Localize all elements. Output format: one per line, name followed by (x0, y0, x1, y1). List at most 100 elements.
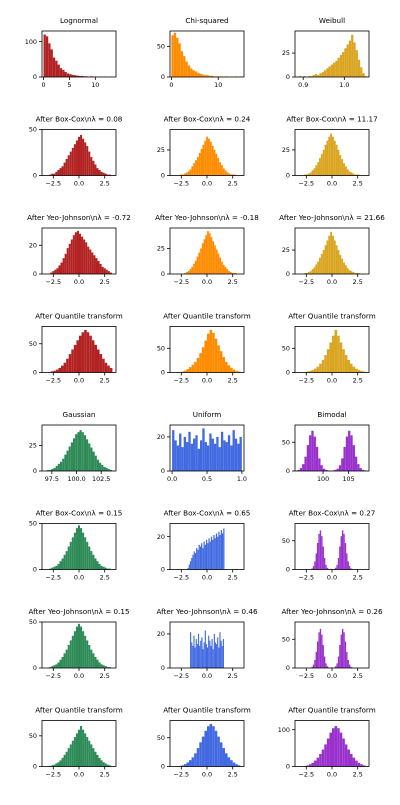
subplot-title: After Box-Cox\nλ = 11.17 (286, 115, 377, 124)
histogram-bar (88, 152, 90, 176)
histogram-bar (72, 537, 74, 569)
y-tick-label: 50 (282, 438, 290, 446)
histogram-bar (341, 536, 342, 569)
histogram-bar (217, 737, 220, 767)
histogram-bar (215, 642, 216, 668)
histogram-bar (346, 652, 347, 668)
histogram-bar (179, 434, 181, 471)
histogram-bar (197, 157, 199, 175)
histogram-bar (321, 465, 323, 471)
y-tick-label: 0 (286, 566, 290, 574)
histogram-bar (345, 355, 348, 372)
histogram-bar (207, 231, 209, 274)
histogram-bar (225, 753, 228, 766)
y-tick-label: 20 (157, 433, 165, 441)
histogram-bar (91, 252, 93, 274)
y-tick-label: 50 (282, 635, 290, 643)
histogram-bar (59, 168, 61, 175)
histogram-bar (96, 755, 98, 767)
histogram-bar (338, 250, 340, 274)
histogram-bar (333, 63, 335, 77)
histogram-bar (321, 154, 323, 175)
histogram-bar (198, 634, 199, 668)
histogram-bar (102, 359, 105, 373)
histogram-bar (69, 244, 71, 274)
histogram-bar (77, 432, 79, 471)
histogram-bar (341, 635, 342, 668)
histogram-bar (323, 250, 325, 274)
x-tick-label: 10 (91, 81, 99, 89)
x-tick-label: −2.5 (174, 574, 190, 582)
histogram-bar (332, 236, 334, 274)
histogram-bar (53, 468, 55, 471)
y-tick-label: 0 (286, 467, 290, 475)
y-tick-label: 25 (282, 49, 290, 57)
histogram-bar (209, 641, 210, 668)
histogram-bar (304, 457, 306, 471)
histogram-bar (191, 267, 193, 274)
histogram-bar (189, 367, 192, 372)
y-tick-label: 50 (157, 344, 165, 352)
histogram-bar (76, 340, 79, 372)
histogram-bar (94, 558, 96, 569)
histogram-bar (88, 443, 90, 471)
histogram-bar (197, 257, 199, 274)
histogram-bar (72, 148, 74, 176)
subplot-title: After Quantile transform (35, 312, 122, 321)
subplot-title: Chi-squared (185, 16, 228, 25)
histogram-bar (62, 758, 64, 767)
histogram-bar (328, 137, 330, 176)
histogram-bar (78, 624, 80, 668)
histogram-bar (103, 567, 105, 570)
histogram-bar (362, 73, 364, 77)
histogram-bar (343, 534, 344, 570)
histogram-bar (332, 336, 335, 373)
histogram-bar (74, 631, 76, 668)
subplot-title: Weibull (319, 16, 345, 25)
histogram-bar (317, 543, 318, 569)
histogram-bar (73, 438, 75, 471)
histogram-bar (80, 528, 82, 569)
histogram-bar (202, 428, 204, 471)
histogram-bar (198, 449, 200, 471)
histogram-bar (98, 261, 100, 274)
histogram-bar (62, 558, 64, 569)
histogram-bar (193, 264, 195, 274)
histogram-bar (321, 635, 322, 668)
x-tick-label: 0.0 (327, 377, 337, 385)
histogram-bar (233, 430, 235, 471)
histogram-bar (212, 333, 215, 373)
histogram-bar (64, 455, 66, 471)
histogram-bar (237, 444, 239, 471)
histogram-bar (318, 534, 319, 570)
histogram-bar (349, 171, 351, 175)
histogram-bar (190, 269, 192, 274)
histogram-bar (193, 163, 195, 175)
histogram-bar (315, 74, 317, 77)
histogram-bar (223, 440, 225, 471)
histogram-bar (86, 737, 88, 766)
x-tick-label: 0 (169, 81, 173, 89)
histogram-bar (348, 561, 349, 569)
y-tick-label: 0 (161, 763, 165, 771)
histogram-bar (215, 538, 216, 569)
histogram-bar (207, 445, 209, 471)
histogram-bar (86, 640, 88, 668)
histogram-bar (199, 742, 202, 766)
histogram-bar (192, 70, 194, 77)
histogram-bar (188, 171, 190, 175)
histogram-bar (56, 466, 58, 471)
histogram-bar (345, 166, 347, 175)
histogram-bar (214, 444, 216, 471)
histogram-bar (310, 271, 312, 274)
histogram-bar (53, 567, 55, 570)
histogram-bar (212, 241, 214, 274)
histogram-bar (342, 52, 344, 77)
histogram-bar (339, 645, 340, 668)
histogram-bar (194, 362, 197, 373)
histogram-bar (57, 662, 59, 668)
histogram-bar (196, 639, 197, 668)
histogram-bar (329, 733, 332, 767)
